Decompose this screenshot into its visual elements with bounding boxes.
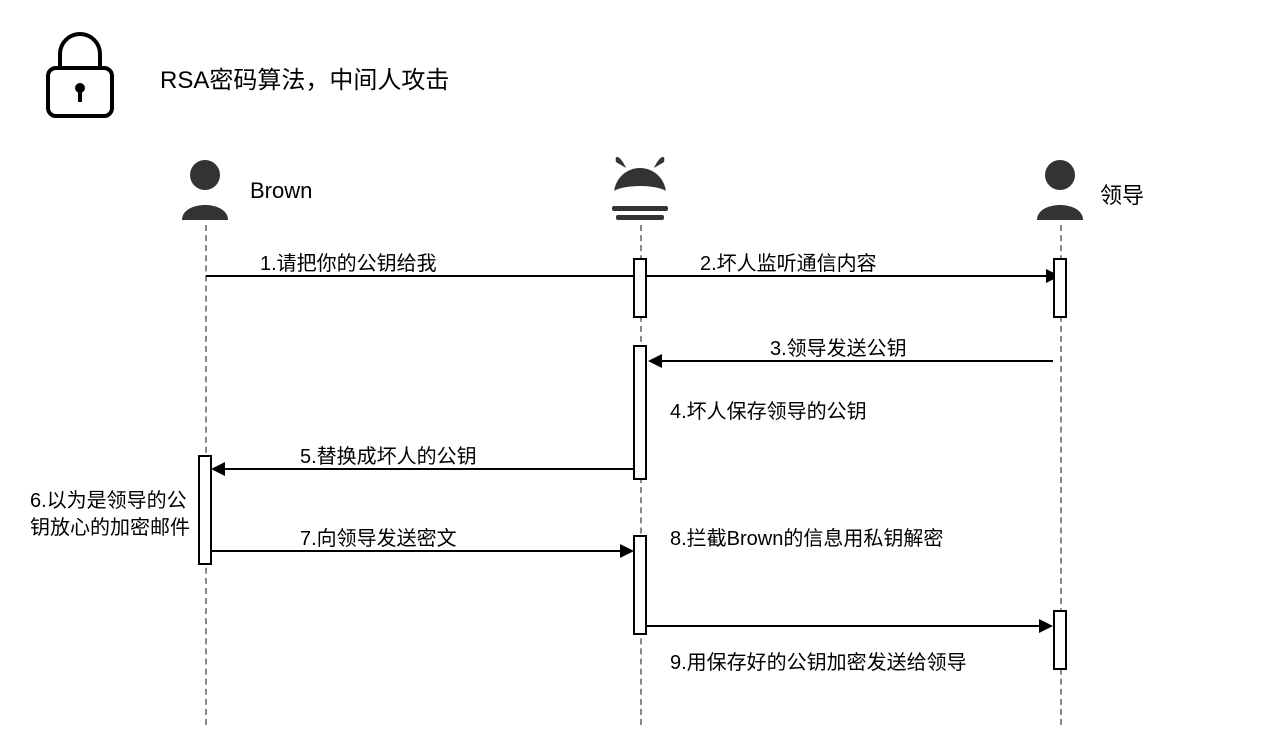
arrow-head-3 <box>648 354 662 368</box>
activation-brown-1 <box>198 455 212 565</box>
lock-icon <box>40 30 120 125</box>
actor-leader-label: 领导 <box>1100 178 1144 210</box>
msg-9: 9.用保存好的公钥加密发送给领导 <box>670 650 990 677</box>
actor-brown-label: Brown <box>250 178 312 204</box>
msg-7: 7.向领导发送密文 <box>300 522 457 551</box>
arrow-head-9 <box>1039 619 1053 633</box>
msg-5: 5.替换成坏人的公钥 <box>300 440 477 469</box>
activation-evil-3 <box>633 535 647 635</box>
arrow-head-5 <box>211 462 225 476</box>
actor-evil <box>608 150 672 227</box>
actor-brown <box>178 158 232 225</box>
msg-4: 4.坏人保存领导的公钥 <box>670 395 867 424</box>
arrow-head-7 <box>620 544 634 558</box>
activation-evil-1 <box>633 258 647 318</box>
activation-leader-1 <box>1053 258 1067 318</box>
activation-evil-2 <box>633 345 647 480</box>
devil-icon <box>608 209 672 226</box>
msg-2: 2.坏人监听通信内容 <box>700 247 877 276</box>
msg-6: 6.以为是领导的公钥放心的加密邮件 <box>30 488 190 542</box>
actor-leader <box>1033 158 1087 225</box>
diagram-title: RSA密码算法，中间人攻击 <box>160 60 449 95</box>
msg-3: 3.领导发送公钥 <box>770 332 907 361</box>
person-icon <box>1033 207 1087 224</box>
diagram-header: RSA密码算法，中间人攻击 <box>40 30 449 125</box>
msg-8: 8.拦截Brown的信息用私钥解密 <box>670 522 943 551</box>
person-icon <box>178 207 232 224</box>
msg-1: 1.请把你的公钥给我 <box>260 247 437 276</box>
activation-leader-2 <box>1053 610 1067 670</box>
arrow-9 <box>647 625 1049 627</box>
